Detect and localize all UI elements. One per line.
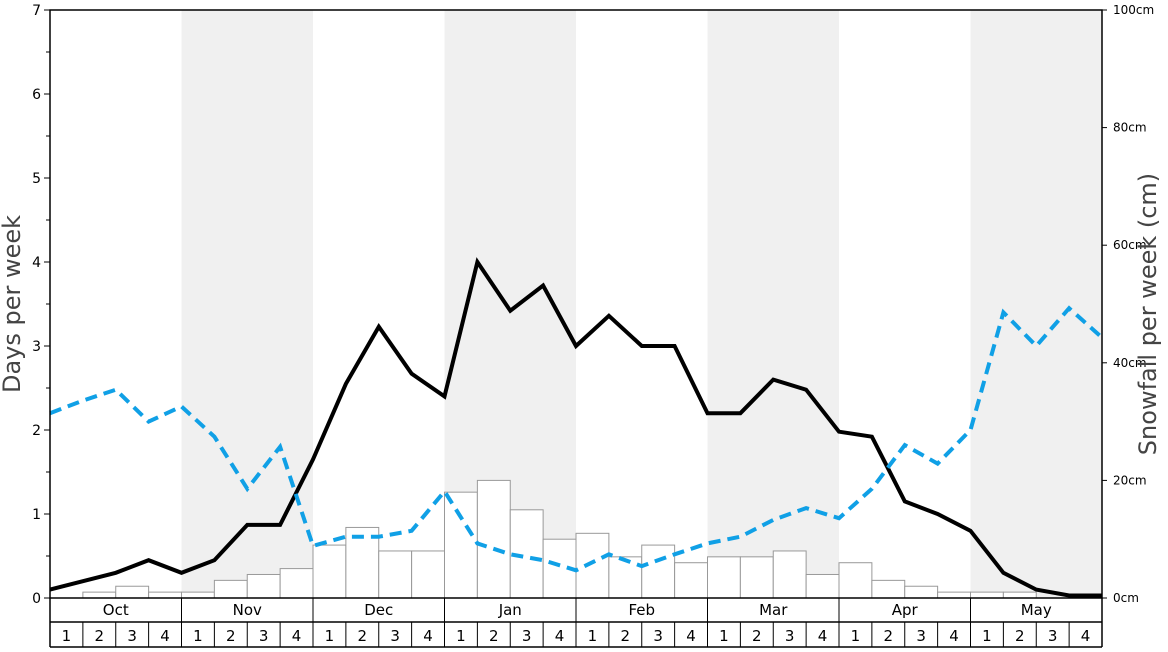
month-label-dec: Dec <box>364 601 393 619</box>
snowfall-bar <box>707 556 741 599</box>
snowfall-bar <box>279 568 314 599</box>
week-label: 3 <box>522 627 532 645</box>
right-tick-label: 20cm <box>1113 473 1147 487</box>
snowfall-bar <box>246 573 281 599</box>
snowfall-bar <box>1002 591 1037 599</box>
week-label: 1 <box>325 627 335 645</box>
left-tick-label: 2 <box>32 423 41 439</box>
week-label: 2 <box>884 627 894 645</box>
right-tick-label: 40cm <box>1113 356 1147 370</box>
week-label: 3 <box>1048 627 1058 645</box>
snowfall-bar <box>378 550 413 599</box>
month-label-apr: Apr <box>892 601 919 619</box>
left-tick-label: 1 <box>32 507 41 523</box>
right-axis-label: Snowfall per week (cm) <box>1134 173 1162 455</box>
week-label: 1 <box>982 627 992 645</box>
month-label-oct: Oct <box>103 601 129 619</box>
left-tick-label: 5 <box>32 171 41 187</box>
snowfall-bar <box>411 550 445 599</box>
week-label: 4 <box>686 627 696 645</box>
month-label-nov: Nov <box>233 601 262 619</box>
week-label: 1 <box>588 627 598 645</box>
month-label-mar: Mar <box>759 601 788 619</box>
snowfall-bar <box>608 556 643 599</box>
week-label: 1 <box>62 627 72 645</box>
snowfall-bar <box>181 591 215 599</box>
left-axis-label: Days per week <box>0 215 26 393</box>
month-band-mar <box>707 10 839 598</box>
week-label: 4 <box>949 627 959 645</box>
snowfall-bar <box>838 562 873 599</box>
week-label: 3 <box>653 627 663 645</box>
week-label: 4 <box>555 627 565 645</box>
week-label: 4 <box>292 627 302 645</box>
week-label: 2 <box>752 627 762 645</box>
week-label: 1 <box>719 627 729 645</box>
snowfall-bar <box>345 526 380 599</box>
week-label: 3 <box>127 627 137 645</box>
week-label: 2 <box>226 627 236 645</box>
snowfall-bar <box>871 579 906 599</box>
snowfall-bar <box>82 591 117 599</box>
snowfall-bar <box>575 532 610 599</box>
snowfall-bar <box>937 591 971 599</box>
right-tick-label: 80cm <box>1113 121 1147 135</box>
snowfall-bar <box>674 562 708 599</box>
week-label: 2 <box>489 627 499 645</box>
month-band-nov <box>181 10 313 598</box>
month-band-may <box>970 10 1102 598</box>
month-label-feb: Feb <box>628 601 655 619</box>
snowfall-bar <box>970 591 1004 599</box>
left-tick-label: 4 <box>32 255 41 271</box>
snowfall-bar <box>148 591 182 599</box>
week-label: 3 <box>785 627 795 645</box>
snowfall-bar <box>115 585 150 599</box>
week-label: 3 <box>390 627 400 645</box>
week-label: 4 <box>423 627 433 645</box>
left-tick-label: 7 <box>32 3 41 19</box>
right-tick-label: 0cm <box>1113 591 1139 605</box>
week-label: 4 <box>818 627 828 645</box>
snowfall-bar <box>476 479 511 599</box>
week-label: 4 <box>1081 627 1091 645</box>
week-label: 1 <box>456 627 466 645</box>
week-label: 1 <box>851 627 861 645</box>
right-tick-label: 100cm <box>1113 3 1154 17</box>
snowfall-bar <box>904 585 939 599</box>
solid-series-line <box>49 257 1102 598</box>
week-label: 3 <box>259 627 269 645</box>
week-label: 1 <box>193 627 203 645</box>
snowfall-bar <box>444 491 478 599</box>
week-label: 2 <box>1015 627 1025 645</box>
snowfall-bar <box>805 573 840 599</box>
snowfall-bar <box>739 556 774 599</box>
snowfall-bar <box>772 550 807 599</box>
week-label: 3 <box>916 627 926 645</box>
snowfall-bar <box>641 544 676 599</box>
week-label: 2 <box>621 627 631 645</box>
left-tick-label: 0 <box>32 591 41 607</box>
week-label: 2 <box>358 627 368 645</box>
snowfall-bar <box>312 544 347 599</box>
left-tick-label: 6 <box>32 87 41 103</box>
snowfall-bar <box>213 579 248 599</box>
month-label-jan: Jan <box>498 601 522 619</box>
week-label: 2 <box>95 627 105 645</box>
dashed-series-line <box>49 305 1104 573</box>
month-label-may: May <box>1021 601 1052 619</box>
right-tick-label: 60cm <box>1113 238 1147 252</box>
week-label: 4 <box>160 627 170 645</box>
left-tick-label: 3 <box>32 339 41 355</box>
